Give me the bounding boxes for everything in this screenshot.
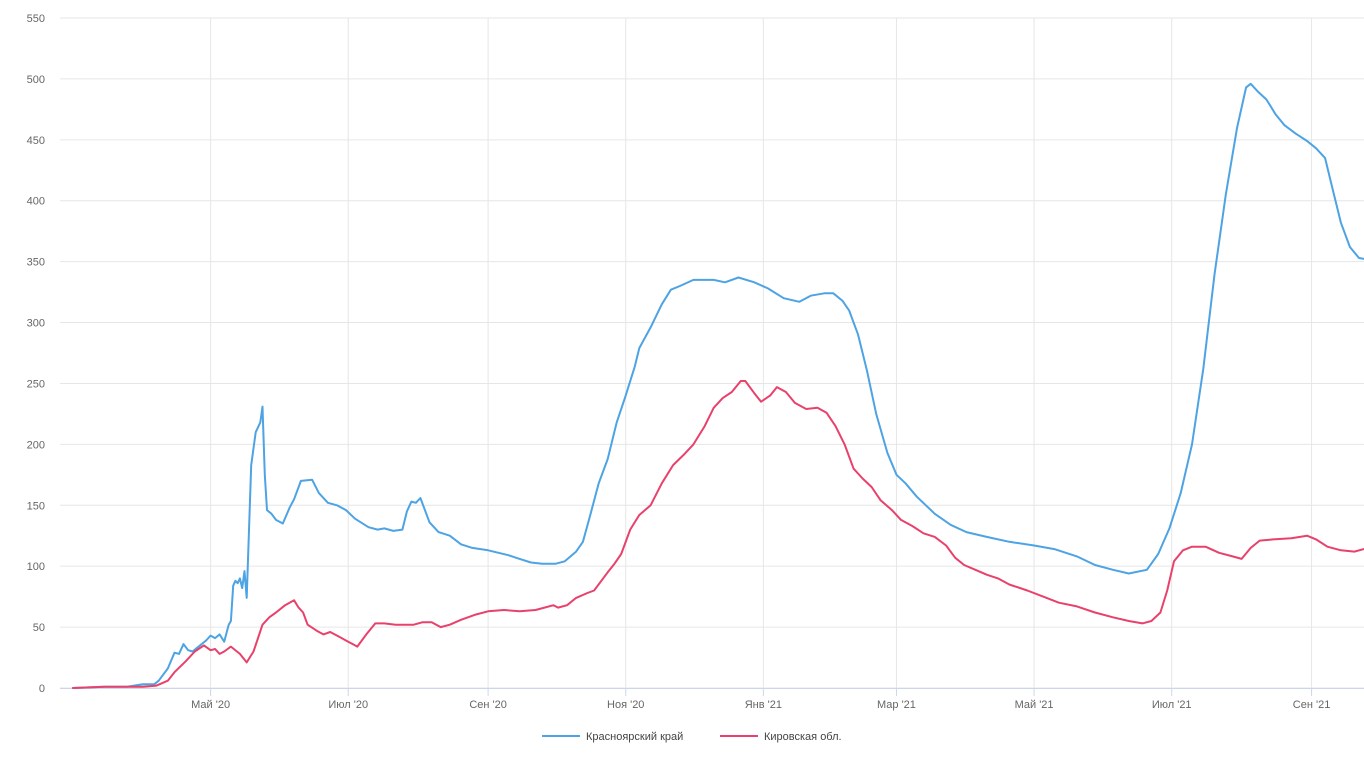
y-tick-label: 200	[27, 439, 45, 451]
x-gridlines	[210, 18, 1313, 696]
legend-item-series-0[interactable]: Красноярский край	[542, 731, 683, 743]
y-axis-labels: 0 50 100 150 200 250 300 350 400 450 500 550	[27, 13, 45, 695]
y-tick-label: 250	[27, 378, 45, 390]
y-tick-label: 550	[27, 13, 45, 25]
x-tick-label: Июл '20	[328, 699, 368, 711]
x-axis-labels: Май '20 Июл '20 Сен '20 Ноя '20 Янв '21 Мар '…	[191, 699, 1330, 711]
x-tick-label: Сен '21	[1293, 699, 1331, 711]
series-line-0[interactable]	[72, 82, 1364, 689]
y-tick-label: 500	[27, 74, 45, 86]
legend-label: Красноярский край	[586, 731, 683, 743]
x-tick-label: Сен '20	[469, 699, 507, 711]
x-tick-label: Мар '21	[877, 699, 916, 711]
y-tick-label: 300	[27, 318, 45, 330]
y-tick-label: 100	[27, 561, 45, 573]
y-tick-label: 450	[27, 135, 45, 147]
x-tick-label: Янв '21	[745, 699, 782, 711]
x-tick-label: Май '21	[1015, 699, 1054, 711]
y-tick-label: 400	[27, 196, 45, 208]
y-tick-label: 150	[27, 500, 45, 512]
series-line-1[interactable]	[72, 380, 1364, 689]
series-lines	[72, 82, 1364, 689]
y-tick-label: 50	[33, 622, 45, 634]
legend[interactable]: Красноярский край Кировская обл.	[542, 731, 842, 743]
x-tick-label: Май '20	[191, 699, 230, 711]
legend-label: Кировская обл.	[764, 731, 842, 743]
y-tick-label: 350	[27, 257, 45, 269]
x-tick-label: Ноя '20	[607, 699, 644, 711]
y-gridlines	[60, 17, 1364, 689]
x-tick-label: Июл '21	[1152, 699, 1192, 711]
legend-item-series-1[interactable]: Кировская обл.	[720, 731, 842, 743]
y-tick-label: 0	[39, 683, 45, 695]
